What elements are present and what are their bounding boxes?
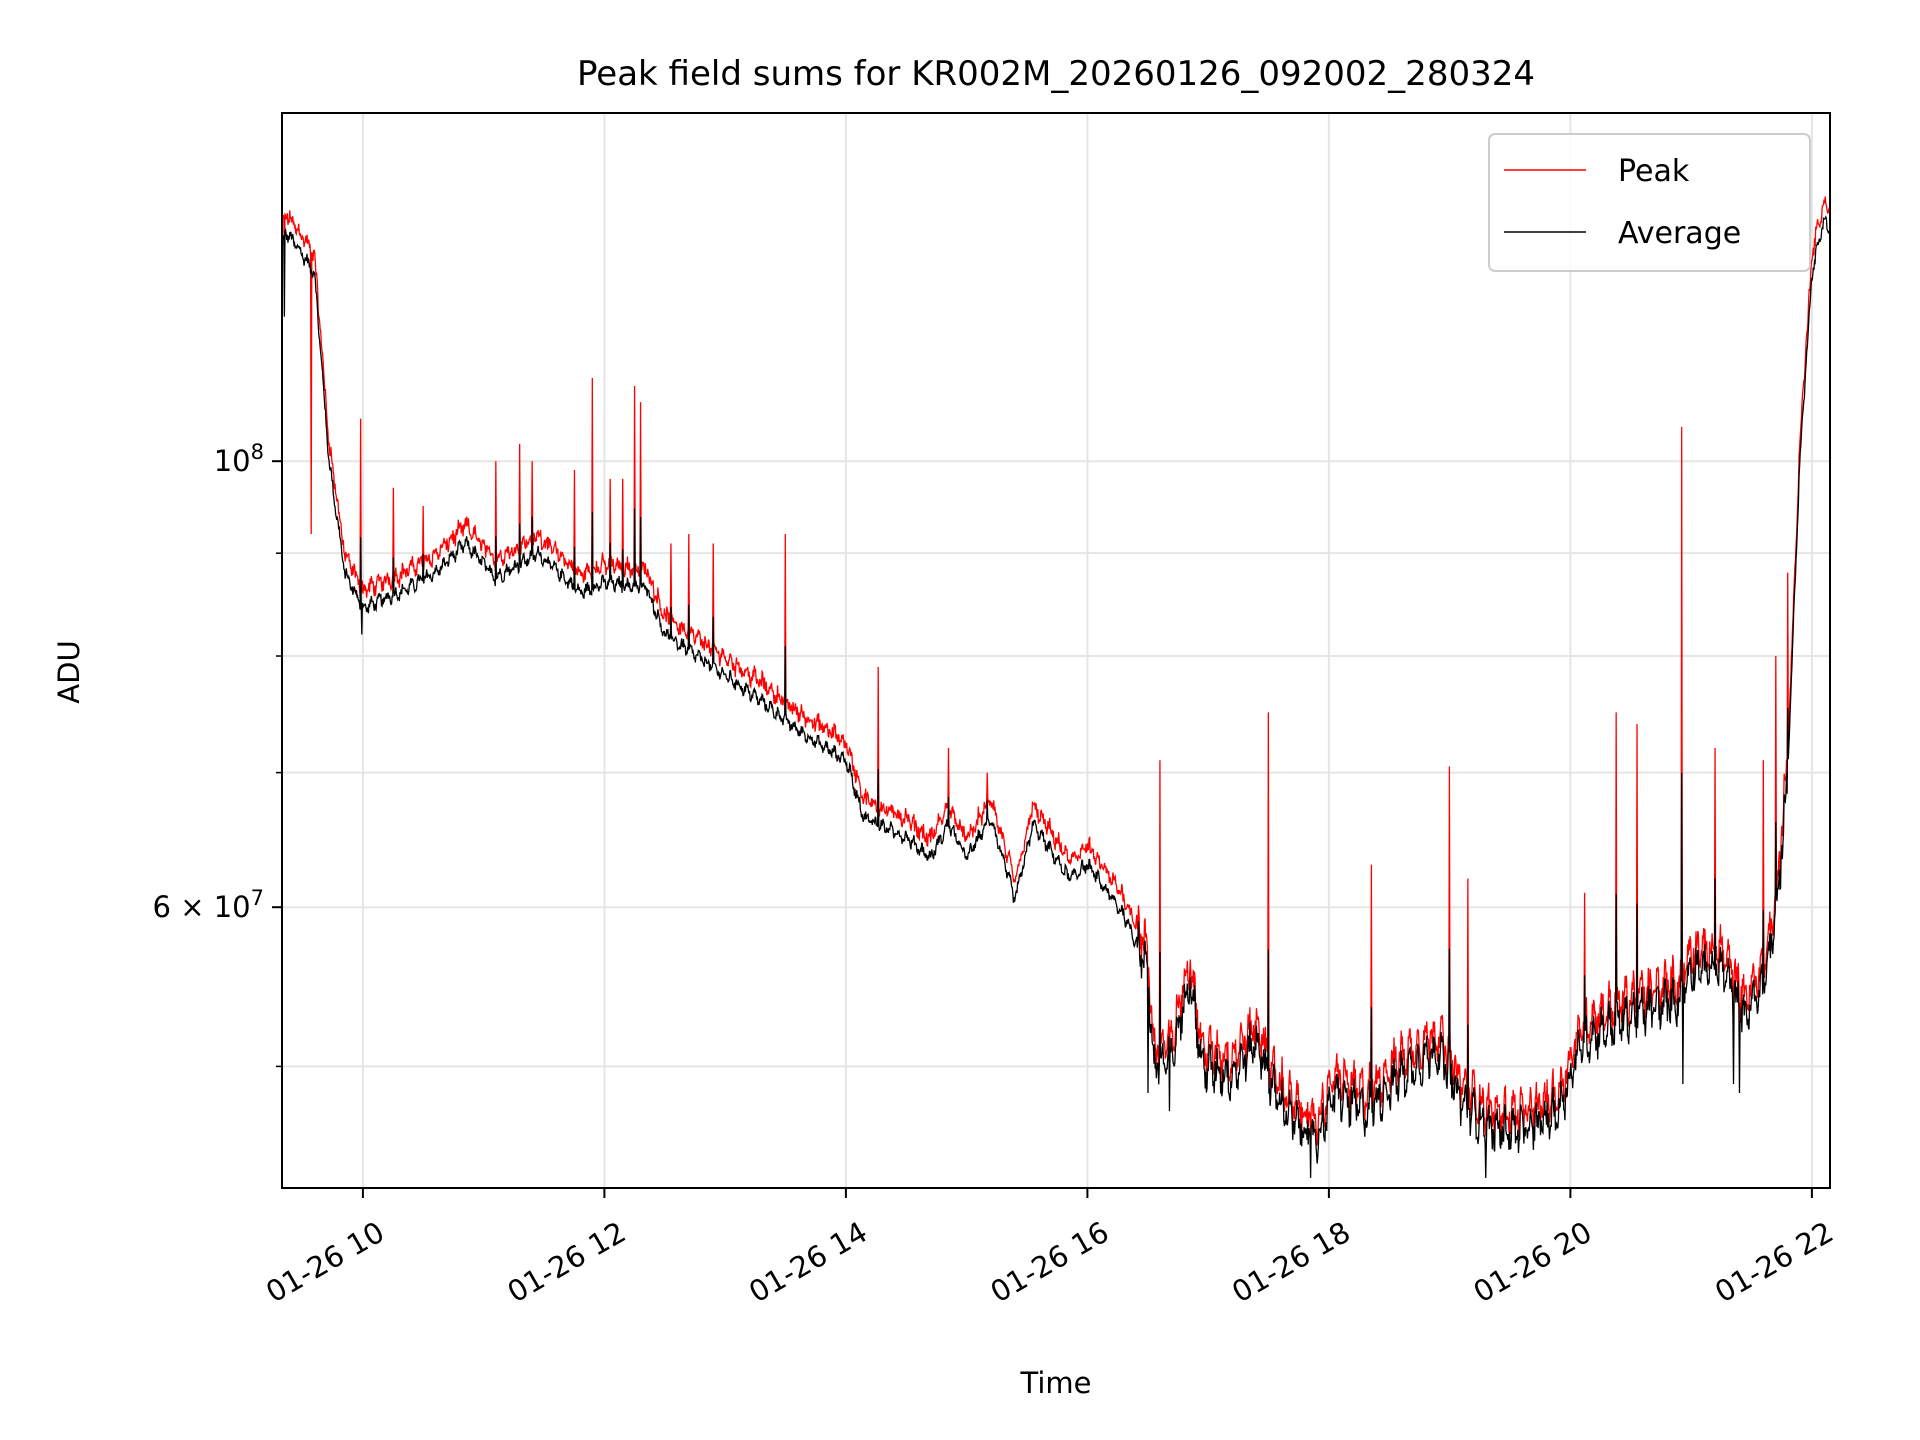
series-line-average xyxy=(282,215,1830,1179)
legend-peak-label: Peak xyxy=(1618,154,1690,189)
legend: Peak Average xyxy=(1488,133,1811,272)
series-layer xyxy=(282,196,1830,1179)
legend-box xyxy=(1488,133,1811,272)
x-axis-label: Time xyxy=(1020,1366,1092,1400)
y-tick-label: 6 × 107 xyxy=(153,886,264,924)
y-tick-label: 108 xyxy=(214,440,264,478)
grid xyxy=(282,113,1830,1188)
series-line-peak xyxy=(282,196,1830,1146)
plot-frame xyxy=(281,112,1831,1189)
chart-title: Peak field sums for KR002M_20260126_0920… xyxy=(577,54,1535,94)
y-axis-label: ADU xyxy=(52,640,86,703)
y-axis: 6 × 107 108 xyxy=(153,440,282,1068)
legend-average-label: Average xyxy=(1618,216,1741,251)
